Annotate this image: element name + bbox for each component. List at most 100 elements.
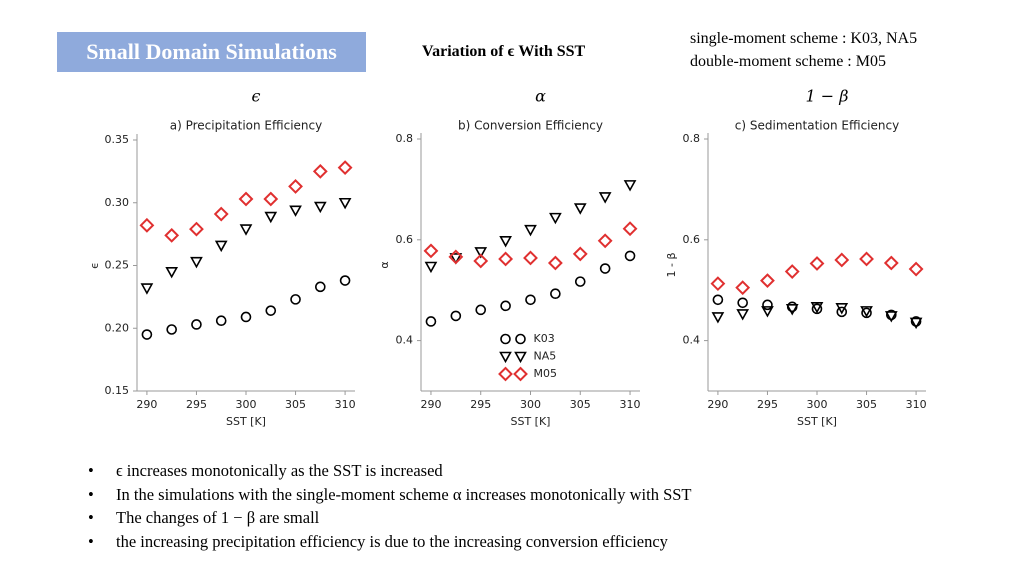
chart-title: c) Sedimentation Efficiency — [735, 119, 899, 133]
x-axis-label: SST [K] — [226, 415, 266, 428]
point — [550, 288, 561, 300]
note: double-moment scheme : M05 — [690, 53, 886, 70]
bullet-list: ϵ increases monotonically as the SST is … — [88, 461, 692, 555]
x-tick-label: 310 — [335, 398, 356, 411]
point — [785, 304, 799, 316]
point — [909, 317, 923, 330]
legend-marker — [513, 366, 528, 382]
point — [424, 261, 438, 274]
x-tick-label: 290 — [136, 398, 157, 411]
symbol: ϵ — [252, 87, 261, 106]
legend-marker — [499, 351, 512, 364]
x-tick-label: 305 — [285, 398, 306, 411]
point — [809, 256, 825, 271]
legend-marker — [500, 333, 511, 345]
legend-marker — [498, 366, 513, 382]
point — [450, 310, 462, 322]
bullet: In the simulations with the single-momen… — [88, 485, 692, 509]
bullet: The changes of 1 − β are small — [88, 508, 692, 532]
point — [265, 305, 277, 316]
point — [598, 192, 612, 204]
x-axis-label: SST [K] — [511, 415, 551, 428]
chart-title: a) Precipitation Efficiency — [170, 119, 322, 133]
point — [524, 224, 537, 237]
point — [425, 316, 437, 327]
point — [572, 246, 588, 262]
y-tick-label: 0.6 — [396, 233, 414, 246]
x-tick-label: 310 — [906, 398, 927, 411]
point — [712, 294, 724, 306]
point — [165, 266, 179, 279]
x-tick-label: 310 — [620, 398, 641, 411]
point — [139, 217, 155, 233]
legend-label: NA5 — [534, 350, 557, 363]
y-tick-label: 0.25 — [105, 259, 130, 272]
point — [423, 243, 439, 259]
point — [191, 319, 202, 330]
x-tick-label: 295 — [470, 398, 491, 411]
point — [240, 311, 252, 323]
point — [859, 251, 874, 267]
point — [215, 315, 227, 327]
point — [289, 205, 302, 217]
point — [836, 306, 848, 318]
bullet: the increasing precipitation efficiency … — [88, 532, 692, 556]
point — [761, 306, 774, 318]
symbol: α — [535, 87, 546, 106]
heading: Variation of ϵ With SST — [422, 43, 586, 60]
point — [166, 324, 177, 335]
point — [288, 179, 303, 194]
y-tick-label: 0.4 — [683, 334, 701, 347]
y-tick-label: 0.20 — [105, 321, 130, 334]
chart-title: b) Conversion Efficiency — [458, 119, 603, 133]
x-tick-label: 290 — [707, 398, 728, 411]
legend-marker — [515, 333, 526, 345]
symbol: 1 − β — [805, 87, 848, 106]
point — [498, 251, 514, 267]
y-tick-label: 0.35 — [105, 133, 130, 146]
point — [264, 211, 278, 224]
point — [735, 280, 751, 296]
point — [573, 203, 587, 215]
point — [141, 329, 153, 340]
point — [475, 304, 487, 316]
point — [338, 197, 352, 210]
point — [290, 294, 301, 305]
point — [574, 276, 586, 287]
point — [449, 253, 463, 265]
bullet: ϵ increases monotonically as the SST is … — [88, 461, 692, 485]
note: single-moment scheme : K03, NA5 — [690, 30, 918, 47]
x-tick-label: 295 — [186, 398, 207, 411]
point — [337, 160, 353, 176]
x-tick-label: 300 — [520, 398, 541, 411]
point — [736, 309, 750, 321]
point — [339, 275, 351, 286]
point — [474, 247, 488, 259]
badge: Small Domain Simulations — [57, 32, 366, 72]
y-axis-label: ϵ — [88, 262, 101, 269]
point — [523, 250, 538, 266]
point — [549, 212, 562, 225]
point — [884, 311, 898, 323]
point — [473, 253, 489, 269]
point — [547, 255, 563, 271]
point — [834, 252, 850, 268]
point — [623, 180, 637, 192]
point — [312, 163, 328, 179]
y-tick-label: 0.15 — [105, 384, 130, 397]
y-tick-label: 0.6 — [683, 233, 701, 246]
point — [190, 256, 203, 269]
point — [908, 261, 924, 277]
legend-marker — [514, 351, 527, 364]
legend-label: M05 — [534, 367, 558, 380]
x-tick-label: 300 — [236, 398, 257, 411]
point — [189, 221, 204, 237]
x-tick-label: 305 — [856, 398, 877, 411]
point — [448, 249, 464, 265]
y-axis-label: 1 - β — [665, 253, 678, 278]
point — [711, 312, 725, 324]
point — [883, 255, 899, 271]
point — [784, 264, 800, 279]
point — [622, 221, 638, 237]
